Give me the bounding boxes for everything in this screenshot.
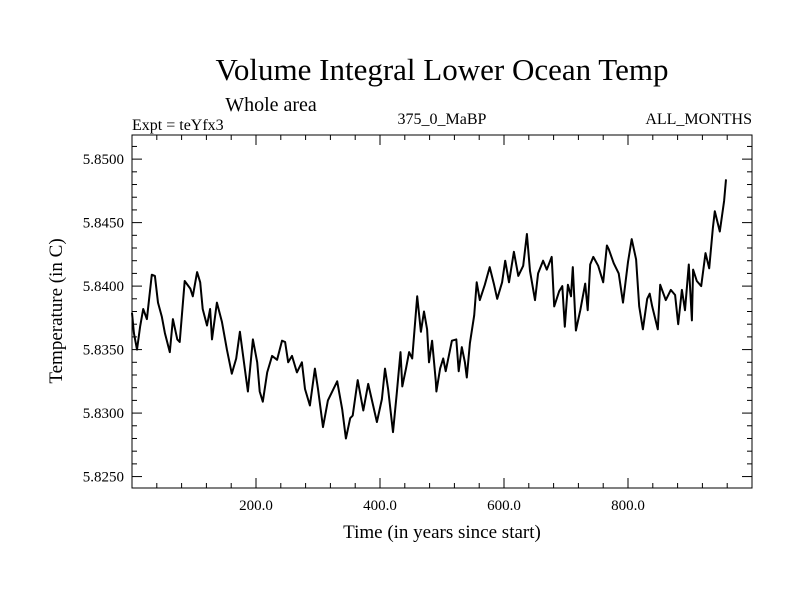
series-line-temperature (131, 179, 727, 440)
y-tick-label: 5.8300 (83, 406, 124, 422)
y-tick-label: 5.8500 (83, 152, 124, 168)
period-label: 375_0_MaBP (398, 111, 487, 128)
y-axis-label: Temperature (in C) (46, 238, 67, 383)
x-axis-label: Time (in years since start) (343, 522, 541, 543)
y-tick-label: 5.8250 (83, 470, 124, 486)
x-tick-label: 200.0 (239, 498, 273, 514)
y-axis-ticks (132, 145, 752, 478)
x-tick-label: 800.0 (611, 498, 645, 514)
experiment-label: Expt = teYfx3 (132, 117, 224, 134)
y-tick-label: 5.8450 (83, 216, 124, 232)
x-tick-label: 600.0 (487, 498, 521, 514)
y-tick-label: 5.8350 (83, 343, 124, 359)
x-tick-label: 400.0 (363, 498, 397, 514)
x-axis-ticks (156, 135, 728, 488)
x-axis-tick-labels: 200.0 400.0 600.0 800.0 (239, 498, 645, 514)
y-tick-label: 5.8400 (83, 279, 124, 295)
chart-title: Volume Integral Lower Ocean Temp (216, 52, 669, 87)
months-label: ALL_MONTHS (645, 111, 752, 128)
y-axis-tick-labels: 5.8250 5.8300 5.8350 5.8400 5.8450 5.8500 (83, 152, 124, 485)
chart-subtitle: Whole area (225, 94, 317, 116)
